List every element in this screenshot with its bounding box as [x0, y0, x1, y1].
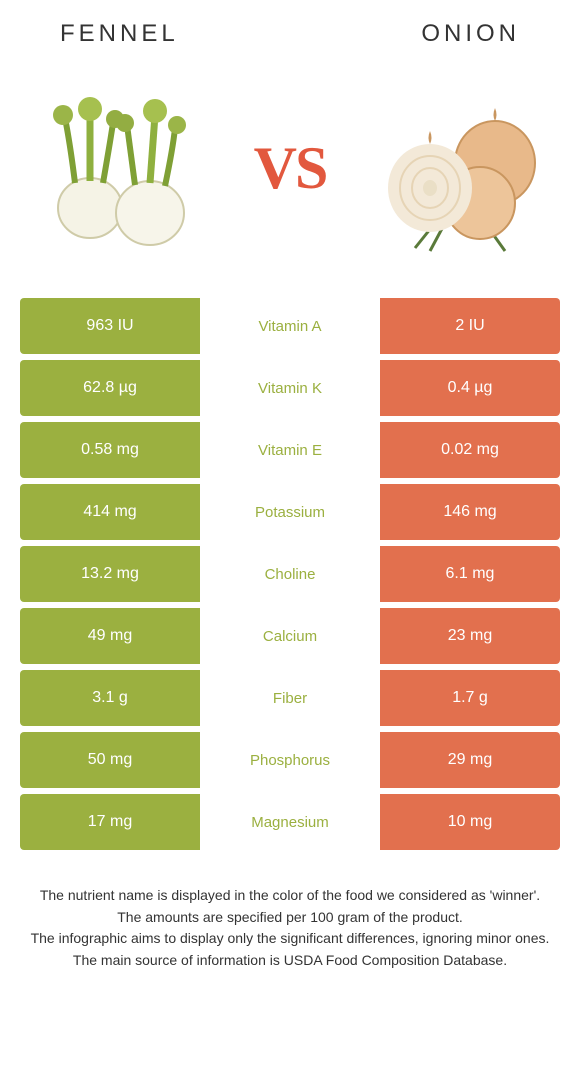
table-row: 963 IUVitamin A2 IU: [20, 298, 560, 354]
nutrient-name: Choline: [200, 546, 380, 602]
nutrient-name: Calcium: [200, 608, 380, 664]
left-value: 3.1 g: [20, 670, 200, 726]
footnote-line: The main source of information is USDA F…: [20, 951, 560, 971]
nutrient-name: Vitamin A: [200, 298, 380, 354]
table-row: 13.2 mgCholine6.1 mg: [20, 546, 560, 602]
footnote-line: The infographic aims to display only the…: [20, 929, 560, 949]
footnote-line: The amounts are specified per 100 gram o…: [20, 908, 560, 928]
table-row: 3.1 gFiber1.7 g: [20, 670, 560, 726]
fennel-icon: [35, 83, 205, 253]
table-row: 49 mgCalcium23 mg: [20, 608, 560, 664]
nutrient-name: Fiber: [200, 670, 380, 726]
left-value: 17 mg: [20, 794, 200, 850]
right-value: 6.1 mg: [380, 546, 560, 602]
right-value: 10 mg: [380, 794, 560, 850]
table-row: 0.58 mgVitamin E0.02 mg: [20, 422, 560, 478]
left-value: 414 mg: [20, 484, 200, 540]
table-row: 50 mgPhosphorus29 mg: [20, 732, 560, 788]
right-value: 29 mg: [380, 732, 560, 788]
nutrient-name: Potassium: [200, 484, 380, 540]
table-row: 62.8 µgVitamin K0.4 µg: [20, 360, 560, 416]
right-value: 2 IU: [380, 298, 560, 354]
left-value: 0.58 mg: [20, 422, 200, 478]
right-food-title: ONION: [421, 20, 520, 48]
right-value: 0.4 µg: [380, 360, 560, 416]
nutrient-name: Phosphorus: [200, 732, 380, 788]
nutrient-name: Vitamin E: [200, 422, 380, 478]
images-row: VS: [0, 58, 580, 298]
header: FENNEL ONION: [0, 0, 580, 58]
left-value: 13.2 mg: [20, 546, 200, 602]
left-value: 62.8 µg: [20, 360, 200, 416]
left-value: 963 IU: [20, 298, 200, 354]
footnotes: The nutrient name is displayed in the co…: [0, 856, 580, 970]
onion-image: [370, 78, 550, 258]
right-value: 1.7 g: [380, 670, 560, 726]
right-value: 0.02 mg: [380, 422, 560, 478]
table-row: 17 mgMagnesium10 mg: [20, 794, 560, 850]
left-food-title: FENNEL: [60, 20, 179, 48]
vs-label: VS: [254, 134, 327, 203]
footnote-line: The nutrient name is displayed in the co…: [20, 886, 560, 906]
left-value: 50 mg: [20, 732, 200, 788]
comparison-table: 963 IUVitamin A2 IU 62.8 µgVitamin K0.4 µ…: [0, 298, 580, 850]
table-row: 414 mgPotassium146 mg: [20, 484, 560, 540]
right-value: 23 mg: [380, 608, 560, 664]
nutrient-name: Magnesium: [200, 794, 380, 850]
onion-icon: [375, 83, 545, 253]
fennel-image: [30, 78, 210, 258]
nutrient-name: Vitamin K: [200, 360, 380, 416]
right-value: 146 mg: [380, 484, 560, 540]
left-value: 49 mg: [20, 608, 200, 664]
